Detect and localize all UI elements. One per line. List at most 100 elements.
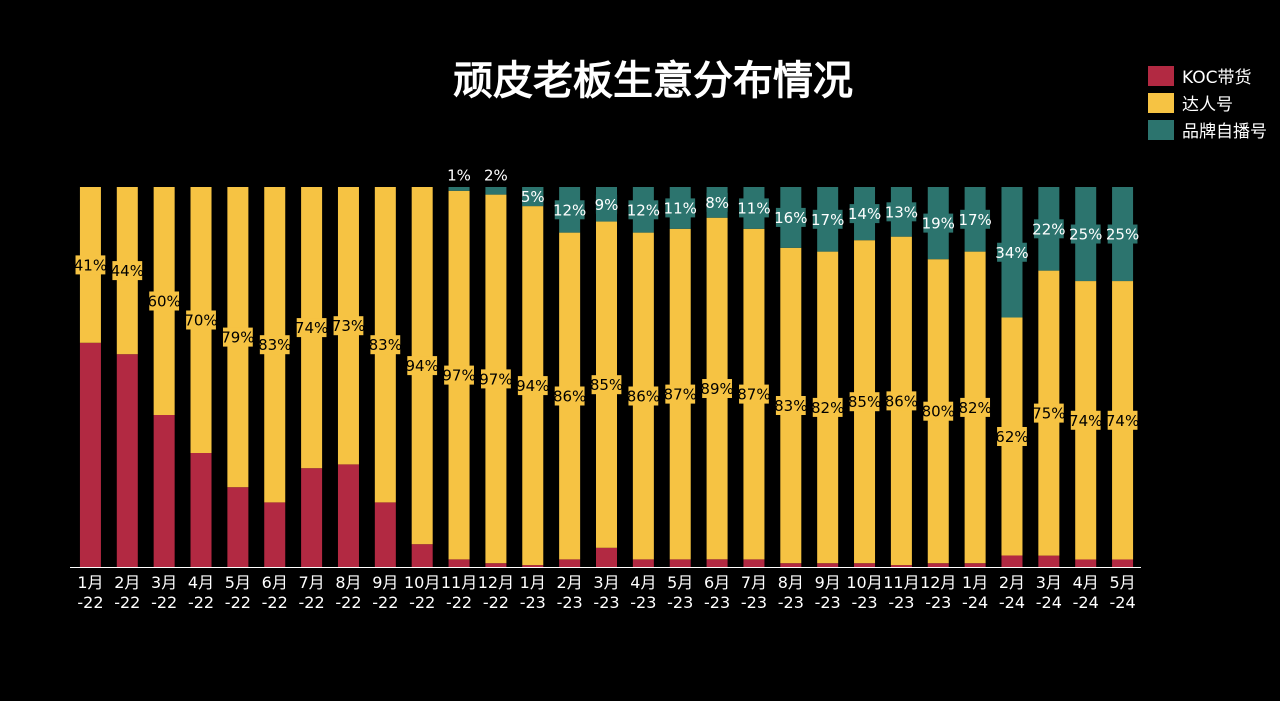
- data-label: 74%: [1106, 410, 1139, 430]
- bar-segment: [854, 563, 876, 567]
- data-label-text: 86%: [627, 388, 660, 406]
- data-label: 11%: [737, 198, 771, 218]
- data-label-box: [522, 187, 544, 207]
- data-label: 83%: [258, 335, 291, 355]
- data-label: 94%: [516, 376, 549, 396]
- data-label-text: 82%: [811, 399, 844, 417]
- data-label-box: [960, 209, 991, 229]
- data-label: 11%: [664, 198, 697, 218]
- data-label-box: [444, 365, 474, 385]
- bar-segment: [337, 464, 359, 567]
- data-label: 83%: [369, 335, 402, 355]
- x-tick-label: 12月: [478, 573, 514, 592]
- x-tick-label: -23: [557, 593, 583, 612]
- x-tick-label: 9月: [815, 573, 841, 592]
- legend-item: KOC带货: [1148, 62, 1267, 89]
- data-label: 41%: [74, 255, 107, 275]
- data-label-text: 87%: [664, 386, 697, 404]
- data-label: 80%: [922, 401, 955, 421]
- data-label-text: 79%: [221, 329, 254, 347]
- x-tick-label: 4月: [188, 573, 214, 592]
- data-label: 85%: [848, 392, 881, 412]
- data-label-box: [702, 379, 732, 399]
- data-label-text: 41%: [74, 256, 107, 274]
- bar-segment: [116, 354, 138, 567]
- data-label-text: 82%: [958, 399, 991, 417]
- bar-segment: [448, 187, 470, 191]
- data-label-box: [923, 213, 954, 233]
- x-tick-label: 4月: [630, 573, 656, 592]
- data-label-box: [1107, 224, 1138, 244]
- data-label-text: 83%: [369, 336, 402, 354]
- data-label-box: [849, 392, 880, 412]
- x-tick-label: -22: [262, 593, 288, 612]
- data-label-box: [706, 192, 728, 212]
- x-tick-label: -23: [667, 593, 693, 612]
- bar-segment: [448, 559, 470, 567]
- data-label: 25%: [1069, 224, 1102, 244]
- data-label-box: [997, 242, 1027, 262]
- data-label-text: 34%: [995, 244, 1028, 262]
- data-label-text: 73%: [332, 317, 365, 335]
- data-label-text: 80%: [922, 403, 955, 421]
- x-tick-label: -24: [1036, 593, 1062, 612]
- data-label-box: [628, 386, 659, 406]
- bar-segment: [743, 559, 765, 567]
- x-tick-label: -24: [962, 593, 988, 612]
- data-label-box: [739, 384, 769, 404]
- x-tick-label: 8月: [335, 573, 361, 592]
- data-label-box: [481, 369, 511, 389]
- data-label-box: [333, 316, 364, 336]
- data-label-text: 97%: [442, 367, 475, 385]
- data-label-box: [370, 335, 401, 355]
- x-tick-label: 9月: [372, 573, 398, 592]
- x-tick-label: 4月: [1073, 573, 1099, 592]
- data-label: 16%: [774, 207, 807, 227]
- x-tick-label: -23: [815, 593, 841, 612]
- legend-swatch: [1148, 92, 1174, 113]
- x-tick-label: -23: [593, 593, 619, 612]
- bar-segment: [780, 563, 802, 567]
- bar-segment: [190, 453, 212, 567]
- data-label-box: [75, 255, 106, 275]
- data-label: 44%: [111, 261, 144, 281]
- data-label: 60%: [147, 291, 181, 311]
- bar-segment: [411, 544, 433, 567]
- data-label-text: 87%: [737, 386, 770, 404]
- x-tick-label: 8月: [778, 573, 804, 592]
- data-label: 73%: [332, 316, 365, 336]
- data-label-text: 60%: [147, 293, 180, 311]
- data-label-text: 44%: [111, 262, 144, 280]
- bar-segment: [485, 563, 507, 567]
- data-label: 13%: [885, 202, 918, 222]
- data-label: 86%: [553, 386, 586, 406]
- data-label: 74%: [1069, 410, 1102, 430]
- data-label: 94%: [406, 356, 439, 376]
- data-label-text: 12%: [553, 201, 586, 219]
- data-label-text: 17%: [958, 211, 991, 229]
- x-tick-label: 12月: [920, 573, 956, 592]
- data-label-box: [665, 198, 696, 218]
- data-label: 14%: [848, 204, 881, 224]
- data-label-text: 83%: [258, 336, 291, 354]
- data-label-box: [1033, 219, 1064, 239]
- data-label-box: [628, 200, 659, 220]
- data-label-box: [849, 204, 880, 224]
- data-label: 82%: [958, 397, 992, 417]
- data-label-text: 74%: [1106, 412, 1139, 430]
- x-tick-label: 10月: [404, 573, 440, 592]
- data-label: 8%: [705, 192, 729, 212]
- data-label: 62%: [995, 426, 1029, 446]
- data-label: 19%: [922, 213, 955, 233]
- legend-swatch: [1148, 119, 1174, 140]
- data-label-text: 74%: [295, 319, 328, 337]
- data-label-box: [923, 401, 954, 421]
- data-label-box: [186, 310, 216, 330]
- x-tick-label: 6月: [262, 573, 288, 592]
- bar-segment: [1075, 559, 1097, 567]
- bar-segment: [264, 502, 286, 567]
- data-label-box: [739, 198, 769, 218]
- data-label: 12%: [553, 200, 586, 220]
- data-label-box: [886, 391, 917, 411]
